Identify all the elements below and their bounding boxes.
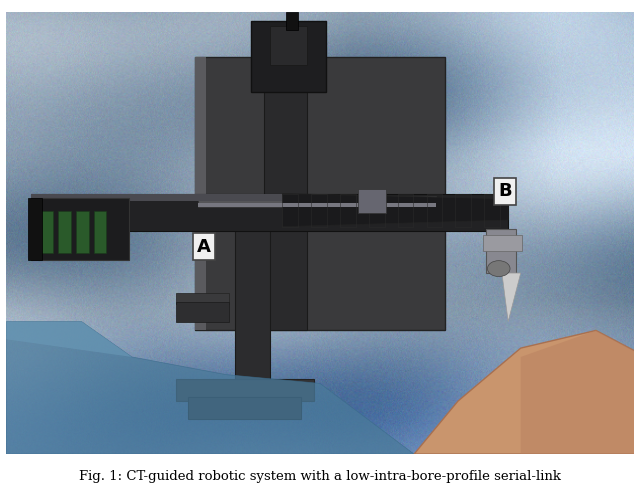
Polygon shape — [502, 273, 521, 322]
Text: B: B — [498, 182, 512, 200]
Bar — [31, 198, 129, 260]
Text: A: A — [197, 238, 211, 255]
Bar — [195, 56, 206, 330]
Bar — [188, 397, 301, 419]
Bar — [176, 293, 229, 304]
Bar — [198, 203, 436, 207]
Bar — [31, 194, 508, 231]
Bar — [41, 211, 54, 253]
Bar — [28, 198, 42, 260]
Bar — [195, 56, 445, 330]
Bar — [31, 194, 282, 202]
Bar — [76, 211, 88, 253]
Polygon shape — [414, 330, 640, 454]
Bar — [176, 379, 314, 401]
Text: Fig. 1: CT-guided robotic system with a low-intra-bore-profile serial-link: Fig. 1: CT-guided robotic system with a … — [79, 470, 561, 483]
Polygon shape — [6, 322, 132, 357]
Polygon shape — [6, 322, 414, 454]
Bar — [58, 211, 71, 253]
Bar — [176, 302, 229, 322]
Bar — [264, 52, 307, 330]
Bar — [483, 236, 522, 251]
Polygon shape — [282, 194, 508, 227]
Polygon shape — [521, 330, 640, 454]
Bar — [198, 196, 436, 207]
Bar — [236, 225, 270, 392]
Bar — [270, 26, 307, 65]
Circle shape — [488, 260, 510, 276]
Bar — [486, 229, 516, 273]
Bar — [358, 189, 386, 214]
Bar — [285, 12, 298, 30]
Bar — [93, 211, 106, 253]
Bar — [251, 21, 326, 92]
